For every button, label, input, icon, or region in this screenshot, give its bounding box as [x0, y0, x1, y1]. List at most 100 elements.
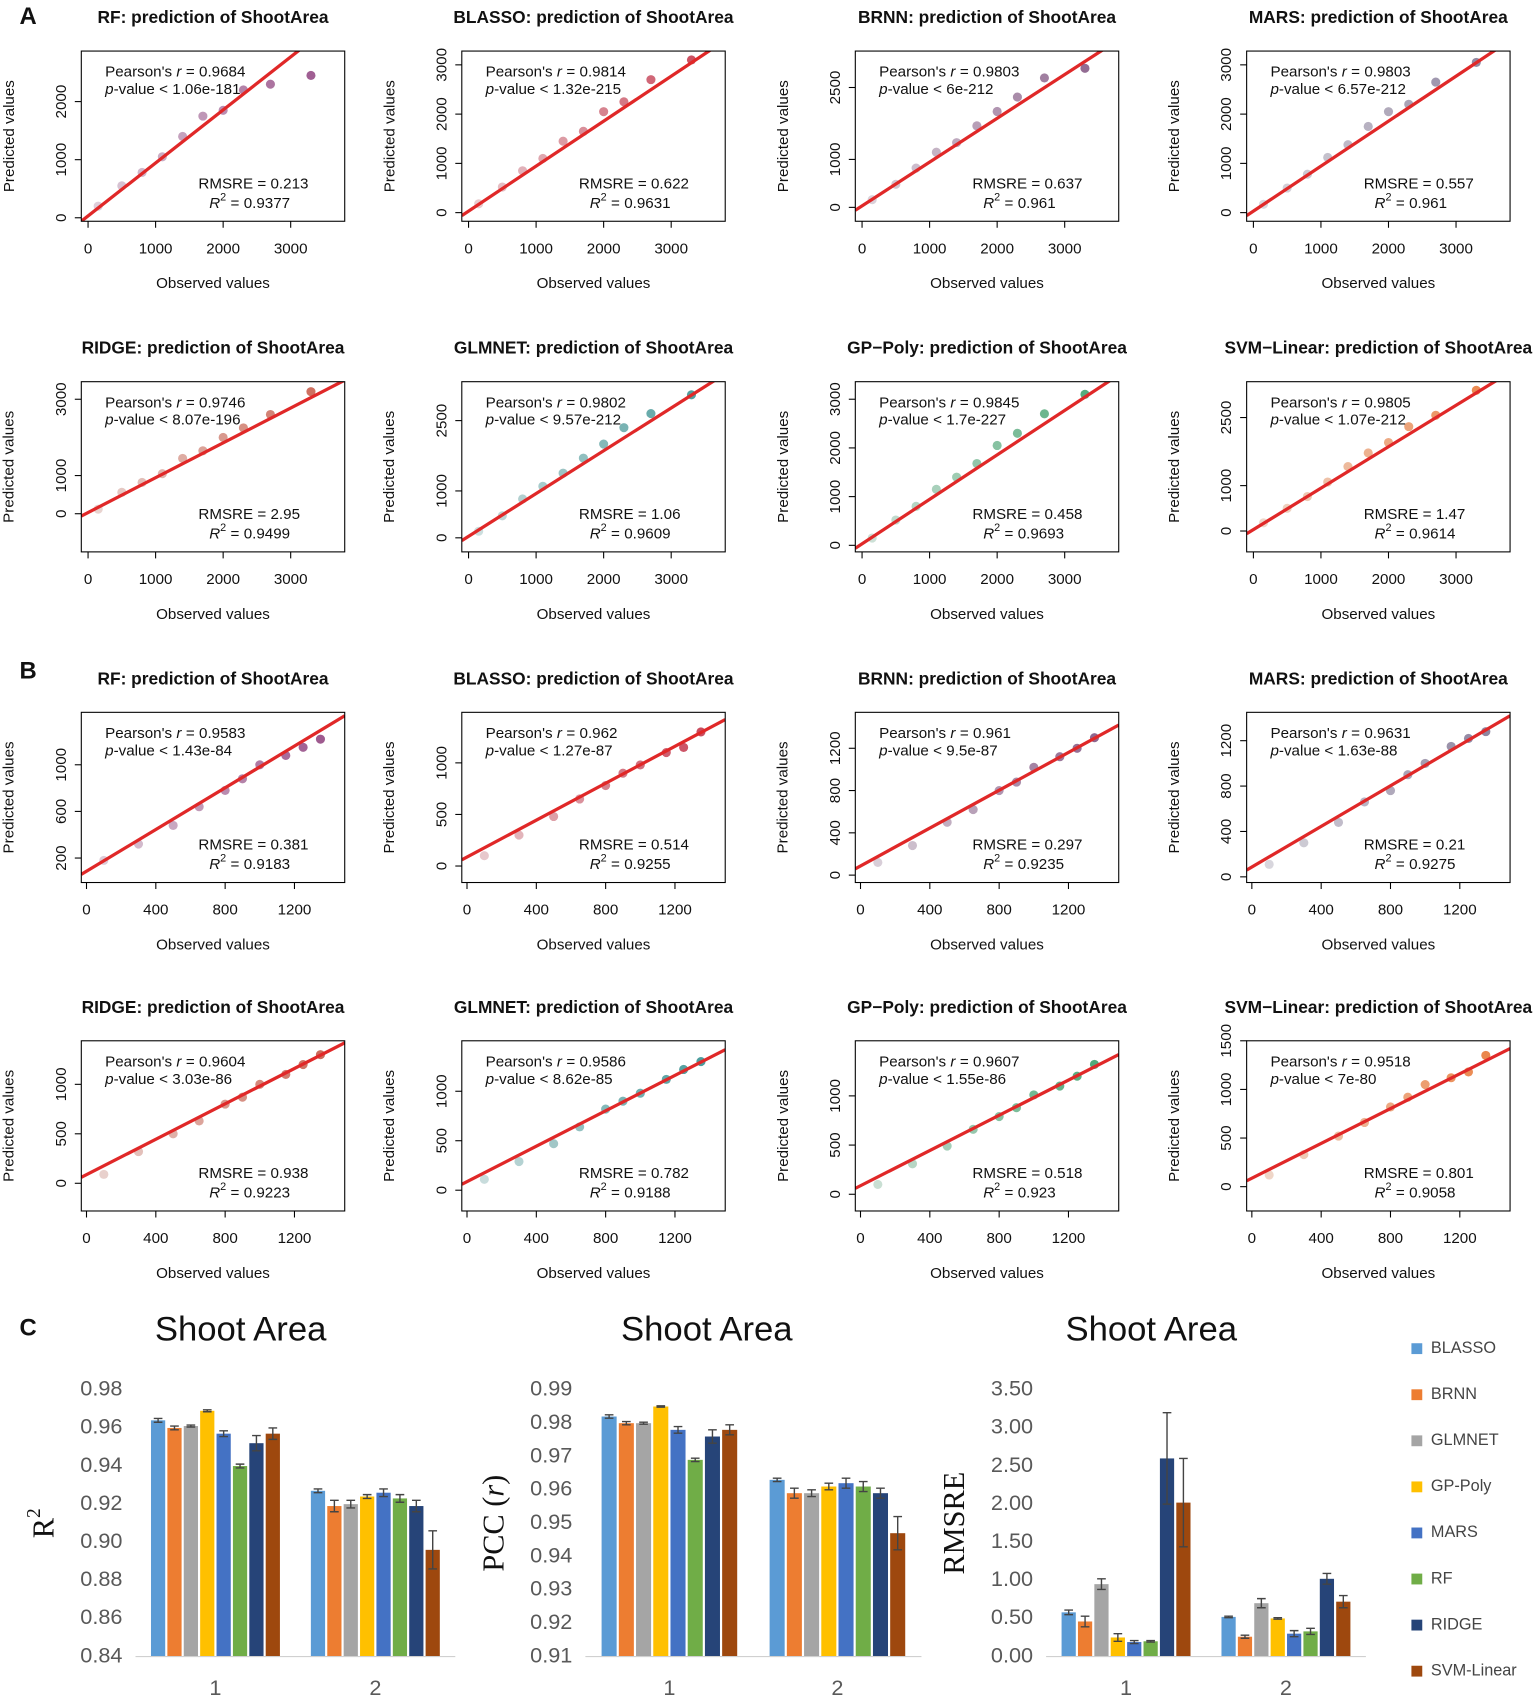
label: R — [590, 195, 601, 212]
x-tick-label: 800 — [593, 902, 618, 919]
bar — [1221, 1616, 1236, 1657]
rmsre-stat: RMSRE = 0.381 — [198, 837, 308, 854]
y-axis-label: Predicted values — [775, 1069, 792, 1181]
y-axis-label: Predicted values — [1166, 1069, 1183, 1181]
x-tick-label: 3000 — [1439, 571, 1473, 588]
error-bar — [841, 1477, 851, 1489]
value: 9.57e-212 — [553, 412, 621, 429]
bar — [687, 1459, 703, 1657]
label: -value < — [494, 1071, 548, 1088]
x-tick-label: 1200 — [658, 1230, 692, 1247]
legend-swatch — [1411, 1435, 1423, 1447]
x-tick-label: 1 — [663, 1675, 675, 1700]
value: 6.57e-212 — [1338, 81, 1406, 98]
x-tick-label: 2000 — [587, 571, 621, 588]
y-tick-label: 1000 — [827, 143, 844, 177]
r2-stat: R2 = 0.9631 — [590, 191, 671, 212]
p-value-stat: p-value < 6.57e-212 — [1269, 81, 1405, 98]
bar — [167, 1427, 182, 1657]
label: -value < — [494, 412, 548, 429]
pearson-stat: Pearson's r = 0.961 — [879, 725, 1011, 742]
error-bar — [604, 1414, 614, 1419]
panel-title: SVM−Linear: prediction of ShootArea — [1225, 338, 1533, 358]
y-tick-label: 3000 — [827, 382, 844, 416]
label: = — [1351, 1053, 1360, 1070]
error-bar — [893, 1515, 903, 1551]
label: -value < — [888, 81, 942, 98]
label: -value < — [494, 742, 548, 759]
label: r — [476, 1485, 510, 1497]
error-bar — [1257, 1597, 1266, 1609]
label: -value < — [114, 412, 168, 429]
r2-stat: R2 = 0.9183 — [209, 853, 290, 874]
label: RMSRE — [937, 1472, 971, 1575]
bar — [704, 1436, 720, 1657]
y-tick-label: 400 — [1218, 819, 1235, 844]
r2-stat: R2 = 0.9609 — [590, 522, 671, 543]
label: RMSRE = — [198, 1165, 266, 1182]
bar — [786, 1493, 802, 1657]
y-tick-label: 2.00 — [991, 1490, 1033, 1515]
rmsre-stat: RMSRE = 0.514 — [579, 837, 689, 854]
x-tick-label: 3000 — [654, 240, 688, 257]
value: 1.07e-212 — [1338, 412, 1406, 429]
y-tick-label: 1.50 — [991, 1528, 1033, 1553]
label: R — [209, 195, 220, 212]
x-axis-label: Observed values — [156, 606, 270, 623]
plot-frame — [1246, 711, 1511, 884]
x-tick-label: 3000 — [1439, 240, 1473, 257]
x-tick-label: 800 — [987, 902, 1012, 919]
point — [1039, 73, 1049, 83]
y-tick-label: 2.50 — [991, 1452, 1033, 1477]
x-tick-label: 0 — [82, 1230, 90, 1247]
error-bar — [252, 1434, 261, 1452]
panel-title: RIDGE: prediction of ShootArea — [82, 338, 345, 358]
y-tick-label: 1000 — [433, 1074, 450, 1108]
bar — [1270, 1618, 1285, 1657]
label: r — [1342, 725, 1348, 742]
p-value-stat: p-value < 1.27e-87 — [485, 742, 613, 759]
error-bar — [876, 1487, 885, 1499]
point — [218, 432, 228, 442]
y-tick-label: 0 — [1218, 873, 1235, 881]
point — [1383, 107, 1394, 117]
plot-frame — [854, 1040, 1120, 1212]
y-tick-label: 0.92 — [530, 1609, 572, 1634]
y-tick-label: 1000 — [1218, 147, 1235, 181]
y-tick-label: 0.00 — [991, 1642, 1033, 1667]
y-tick-label: 0.86 — [80, 1604, 122, 1629]
plot-area — [81, 381, 345, 518]
label: r — [557, 394, 563, 411]
y-axis-label: Predicted values — [775, 410, 792, 522]
error-bar — [1306, 1627, 1315, 1636]
label: R — [209, 526, 220, 543]
point — [1333, 817, 1344, 827]
label: 2 — [994, 853, 1000, 865]
rmsre-stat: RMSRE = 0.622 — [579, 175, 689, 192]
value: 0.9275 — [1409, 856, 1455, 873]
plot-area — [461, 718, 726, 862]
y-tick-label: 0 — [827, 541, 844, 549]
plot-frame — [854, 711, 1120, 884]
pearson-stat: Pearson's r = 0.9802 — [486, 394, 626, 411]
bar — [249, 1443, 264, 1657]
fit-line — [1246, 381, 1498, 536]
x-tick-label: 1 — [209, 1675, 221, 1700]
x-axis-label: Observed values — [1321, 606, 1435, 623]
value: 1.32e-215 — [553, 81, 621, 98]
label: -value < — [888, 412, 942, 429]
label: RMSRE = — [198, 506, 266, 523]
x-tick-label: 0 — [856, 1230, 864, 1247]
plot-frame — [854, 381, 1120, 553]
y-tick-label: 0.96 — [530, 1476, 572, 1501]
label: r — [1342, 64, 1348, 81]
value: 0.9223 — [244, 1185, 290, 1202]
value: 0.938 — [271, 1165, 309, 1182]
rmsre-stat: RMSRE = 0.782 — [579, 1165, 689, 1182]
point — [1431, 77, 1441, 87]
legend-label: MARS — [1431, 1523, 1478, 1541]
x-axis-label: Observed values — [930, 1265, 1044, 1282]
y-axis-label: Predicted values — [381, 410, 398, 522]
x-axis-label: Observed values — [156, 936, 270, 953]
